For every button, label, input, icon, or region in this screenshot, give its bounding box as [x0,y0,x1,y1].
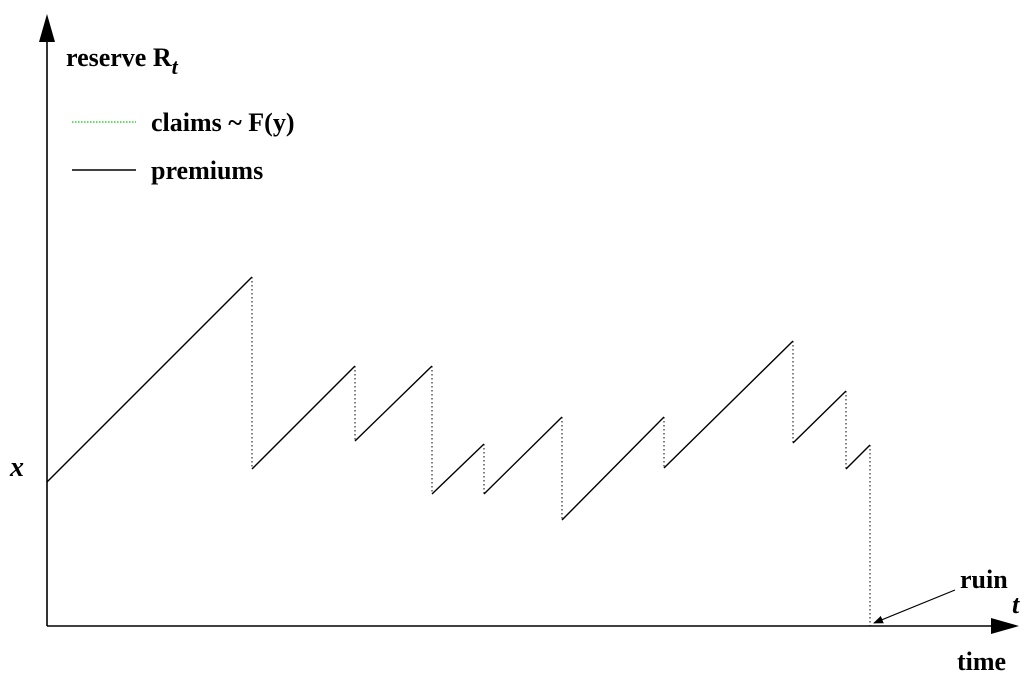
x-axis-arrowhead [991,618,1019,634]
premium-segment [431,443,485,495]
premium-segment [663,340,794,469]
premium-segment [792,390,847,444]
y-axis-label-subscript: t [172,54,179,79]
premium-segment [561,416,665,521]
ruin-annotation: ruin [873,565,1008,624]
ruin-arrow [873,589,956,624]
legend-claims-label: claims ~ F(y) [151,108,294,137]
premium-segment [354,365,433,442]
t-axis-label: t [1012,590,1020,619]
legend-premiums-label: premiums [151,156,263,185]
premium-segment [845,444,871,470]
premium-segments [46,276,871,521]
premium-segment [483,416,563,495]
y-axis-arrowhead [39,14,55,42]
time-axis-label: time [957,647,1006,676]
ruin-label: ruin [960,565,1008,594]
initial-reserve-label: x [9,452,24,483]
claim-drops [251,277,871,626]
axes [39,14,1019,634]
legend: claims ~ F(y) premiums [72,108,294,185]
y-axis-label: reserve Rt [66,43,179,79]
premium-segment [251,365,356,470]
premium-segment [46,276,253,483]
